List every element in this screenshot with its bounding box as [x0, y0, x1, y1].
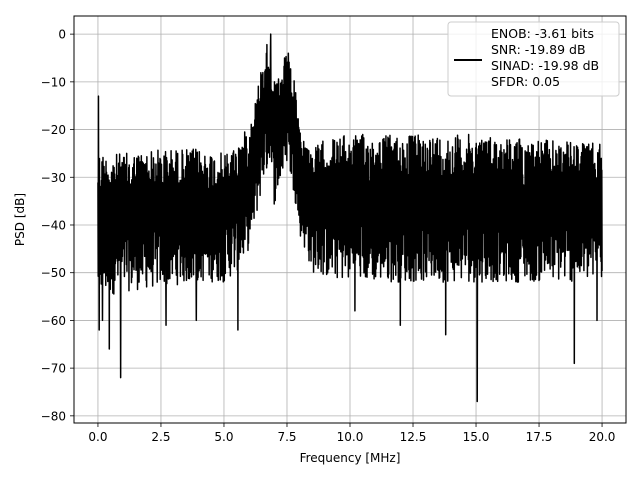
legend-entry-snr: SNR: -19.89 dB	[491, 42, 586, 57]
y-axis-label: PSD [dB]	[13, 193, 27, 246]
plot-area	[97, 33, 603, 403]
x-axis-label: Frequency [MHz]	[300, 451, 401, 465]
y-tick-label: −80	[41, 409, 66, 423]
y-tick-label: −70	[41, 362, 66, 376]
y-tick-label: −10	[41, 75, 66, 89]
y-tick-label: 0	[58, 28, 66, 42]
legend-entry-sinad: SINAD: -19.98 dB	[491, 58, 599, 73]
legend: ENOB: -3.61 bits SNR: -19.89 dB SINAD: -…	[447, 21, 620, 97]
x-axis: 0.0 2.5 5.0 7.5 10.0 12.5 15.0 17.5 20.0	[88, 423, 615, 444]
x-tick-label: 10.0	[337, 430, 364, 444]
x-tick-label: 17.5	[526, 430, 553, 444]
legend-entry-enob: ENOB: -3.61 bits	[491, 26, 594, 41]
y-axis: 0 −10 −20 −30 −40 −50 −60 −70 −80	[41, 28, 74, 423]
legend-entry-sfdr: SFDR: 0.05	[491, 74, 560, 89]
x-tick-label: 0.0	[88, 430, 107, 444]
y-tick-label: −60	[41, 314, 66, 328]
x-tick-label: 7.5	[277, 430, 296, 444]
y-tick-label: −30	[41, 171, 66, 185]
x-tick-label: 2.5	[151, 430, 170, 444]
x-tick-label: 20.0	[589, 430, 616, 444]
legend-box	[447, 21, 620, 97]
y-tick-label: −50	[41, 266, 66, 280]
x-tick-label: 15.0	[463, 430, 490, 444]
x-tick-label: 12.5	[400, 430, 427, 444]
y-tick-label: −40	[41, 218, 66, 232]
y-tick-label: −20	[41, 123, 66, 137]
x-tick-label: 5.0	[214, 430, 233, 444]
psd-series-line	[97, 33, 603, 403]
